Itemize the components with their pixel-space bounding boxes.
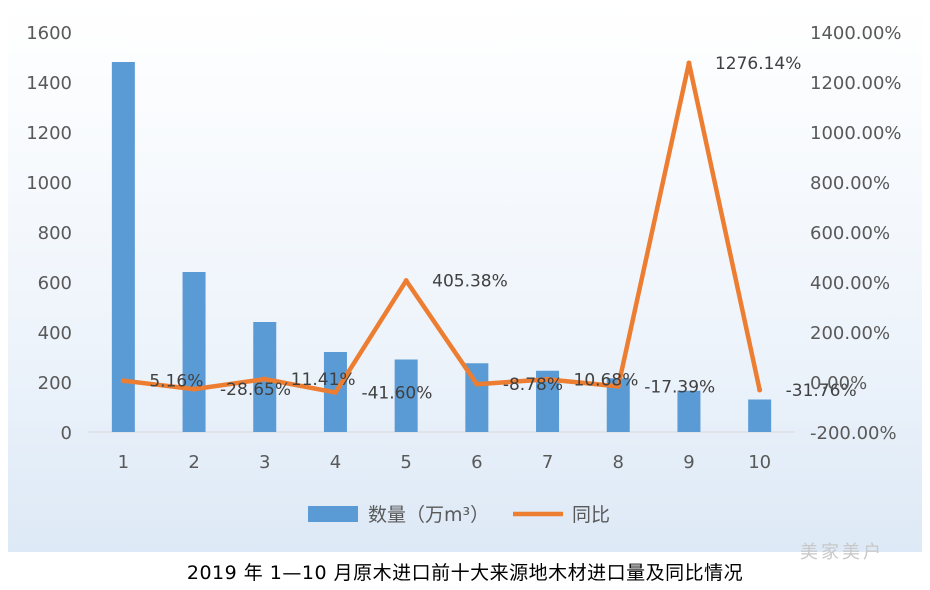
right-tick-label: 0.00% xyxy=(810,373,867,394)
right-tick-label: 400.00% xyxy=(810,273,890,294)
left-tick-label: 200 xyxy=(38,373,72,394)
right-tick-label: -200.00% xyxy=(810,423,897,444)
x-tick-label: 10 xyxy=(748,452,771,473)
line-point-3 xyxy=(262,376,268,382)
x-tick-label: 6 xyxy=(471,452,482,473)
bar-8 xyxy=(606,378,630,432)
yoy-line xyxy=(121,60,762,395)
line-point-9 xyxy=(686,60,692,66)
right-tick-label: 200.00% xyxy=(810,323,890,344)
line-point-5 xyxy=(403,278,409,284)
x-tick-label: 7 xyxy=(542,452,553,473)
left-tick-label: 0 xyxy=(61,423,72,444)
data-label-7: 10.68% xyxy=(574,370,639,390)
line-point-6 xyxy=(474,381,480,387)
left-axis-ticks: 0 200 400 600 800 1000 1200 1400 1600 xyxy=(26,23,72,444)
legend: 数量（万m³） 同比 xyxy=(308,504,610,526)
legend-bar-label: 数量（万m³） xyxy=(368,504,489,526)
bar-9 xyxy=(677,390,701,432)
x-tick-label: 9 xyxy=(683,452,694,473)
data-label-6: -8.78% xyxy=(503,375,563,395)
left-tick-label: 400 xyxy=(38,323,72,344)
data-label-5: 405.38% xyxy=(432,272,508,292)
right-tick-label: 1400.00% xyxy=(810,23,902,44)
line-point-4 xyxy=(332,389,338,395)
combo-chart: 5.16% -28.65%11.41%-41.60%405.38%-8.78% 10… xyxy=(26,23,902,526)
chart-panel xyxy=(8,6,922,552)
data-label-2: -28.65% xyxy=(220,380,291,400)
left-tick-label: 800 xyxy=(38,223,72,244)
x-tick-label: 4 xyxy=(330,452,341,473)
left-tick-label: 1000 xyxy=(26,173,72,194)
bar-series xyxy=(111,62,772,432)
line-point-7 xyxy=(545,376,551,382)
right-axis-ticks: -200.00% 0.00% 200.00% 400.00% 600.00% 800.00… xyxy=(810,23,902,444)
line-series xyxy=(120,60,763,395)
line-point-8 xyxy=(615,383,621,389)
line-point-10 xyxy=(757,387,763,393)
bar-10 xyxy=(748,399,772,432)
data-labels: 5.16% -28.65%11.41%-41.60% 405.38% -8.78% 10… xyxy=(149,54,856,403)
data-label-3: 11.41% xyxy=(291,370,356,390)
right-tick-label: 600.00% xyxy=(810,223,890,244)
x-tick-label: 8 xyxy=(613,452,624,473)
left-tick-label: 1600 xyxy=(26,23,72,44)
data-label-10: -31.76% xyxy=(786,381,857,401)
watermark: 美家美户 xyxy=(800,542,884,563)
x-tick-label: 3 xyxy=(259,452,270,473)
line-point-2 xyxy=(191,386,197,392)
bar-7 xyxy=(536,370,560,432)
x-axis-ticks: 1 2 3 4 5 6 7 8 9 10 xyxy=(118,452,771,473)
bar-1 xyxy=(111,62,135,432)
bar-2 xyxy=(182,272,206,432)
right-tick-label: 1000.00% xyxy=(810,123,902,144)
x-tick-label: 1 xyxy=(118,452,129,473)
legend-line-label: 同比 xyxy=(572,504,610,526)
data-label-9: 1276.14% xyxy=(715,54,801,74)
left-tick-label: 1400 xyxy=(26,73,72,94)
line-point-1 xyxy=(120,378,126,384)
x-tick-label: 2 xyxy=(188,452,199,473)
bar-5 xyxy=(394,359,418,432)
chart-caption: 2019 年 1—10 月原木进口前十大来源地木材进口量及同比情况 xyxy=(186,562,744,584)
left-tick-label: 600 xyxy=(38,273,72,294)
legend-bar-swatch xyxy=(308,506,358,522)
bar-6 xyxy=(465,363,489,432)
data-label-4: -41.60% xyxy=(361,383,432,403)
right-tick-label: 800.00% xyxy=(810,173,890,194)
data-label-8: -17.39% xyxy=(644,377,715,397)
right-tick-label: 1200.00% xyxy=(810,73,902,94)
left-tick-label: 1200 xyxy=(26,123,72,144)
x-tick-label: 5 xyxy=(400,452,411,473)
data-label-1: 5.16% xyxy=(149,372,203,392)
